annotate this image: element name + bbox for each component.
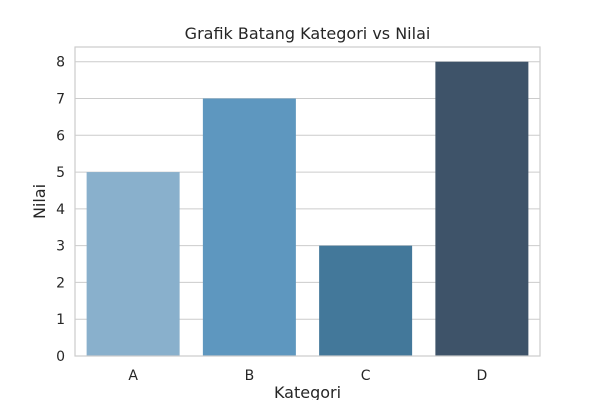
y-tick-label: 3	[56, 239, 65, 255]
chart-title: Grafik Batang Kategori vs Nilai	[185, 24, 431, 43]
y-tick-label: 6	[56, 128, 65, 144]
bar-d	[435, 61, 529, 356]
y-tick-label: 7	[56, 92, 65, 108]
x-tick-label: B	[245, 368, 255, 384]
x-tick-label: D	[476, 368, 487, 384]
x-tick-label: A	[128, 368, 138, 384]
y-tick-label: 4	[56, 202, 65, 218]
y-axis-label: Nilai	[30, 184, 49, 219]
bar-a	[86, 172, 180, 356]
y-tick-labels: 0 1 2 3 4 5 6 7 8	[56, 55, 65, 365]
plot-frame	[74, 46, 541, 357]
bar-c	[319, 245, 413, 356]
bars	[86, 61, 529, 356]
y-tick-label: 8	[56, 55, 65, 71]
x-tick-labels: A B C D	[128, 368, 487, 384]
bar-b	[202, 98, 296, 356]
x-tick-label: C	[361, 368, 371, 384]
x-axis-label: Kategori	[274, 383, 341, 400]
y-tick-label: 2	[56, 275, 65, 291]
y-tick-label: 5	[56, 165, 65, 181]
y-tick-label: 0	[56, 349, 65, 365]
y-tick-label: 1	[56, 312, 65, 328]
